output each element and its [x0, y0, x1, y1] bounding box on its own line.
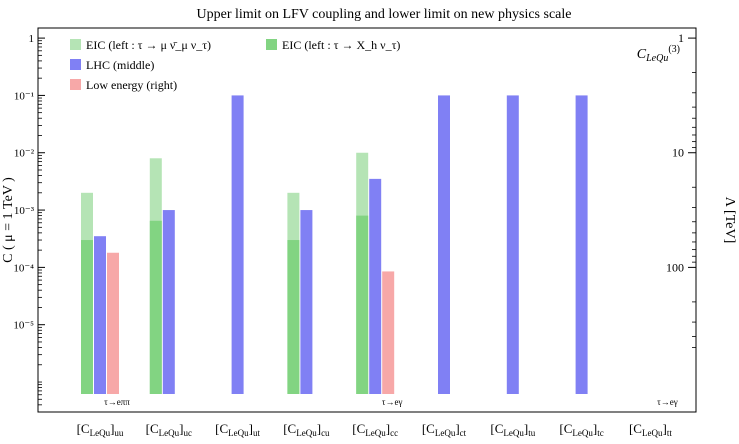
- lhc-bar: [162, 210, 175, 394]
- lhc-bar: [300, 210, 313, 394]
- left-y-axis: 1 10⁻¹ 10⁻² 10⁻³ 10⁻⁴ 10⁻⁵: [13, 33, 45, 413]
- category-label: [CLeQu]tc: [559, 421, 603, 438]
- corner-label: CLeQu(3): [637, 44, 680, 64]
- category-label: [CLeQu]ct: [422, 421, 467, 438]
- category-label: [CLeQu]cu: [283, 421, 330, 438]
- left-tick-label: 10⁻¹: [14, 90, 34, 102]
- process-annotation: τ→eππ: [104, 397, 130, 407]
- lhc-bar: [231, 95, 244, 394]
- legend-swatch: [70, 59, 81, 70]
- left-tick-label: 10⁻³: [14, 205, 35, 217]
- eic-hadronic-bar: [356, 215, 369, 394]
- lhc-bar: [369, 178, 382, 394]
- chart-title: Upper limit on LFV coupling and lower li…: [197, 7, 572, 22]
- category-label: [CLeQu]cc: [352, 421, 398, 438]
- operator-label: CLeQu(3): [637, 44, 680, 64]
- category-label: [CLeQu]uu: [77, 421, 124, 438]
- legend-swatch: [70, 39, 81, 50]
- legend-label: LHC (middle): [86, 58, 154, 72]
- legend-swatch: [266, 39, 277, 50]
- y-axis-label-right: Λ [TeV]: [722, 197, 737, 244]
- low-energy-bar: [107, 252, 119, 394]
- right-tick-label: 10: [672, 146, 684, 160]
- lhc-bar: [438, 95, 450, 394]
- plot-frame: [37, 27, 697, 413]
- process-annotation: τ→eγ: [657, 397, 678, 407]
- category-label: [CLeQu]tu: [490, 421, 535, 438]
- legend-swatch: [70, 79, 81, 90]
- bar-marks: [81, 95, 588, 394]
- category-label: [CLeQu]ut: [215, 421, 260, 438]
- right-tick-label: 100: [666, 260, 684, 274]
- right-tick-label: 1: [678, 31, 684, 45]
- eic-hadronic-bar: [149, 220, 162, 394]
- legend-label: Low energy (right): [86, 78, 177, 92]
- right-y-axis: 1 10 100: [666, 31, 696, 348]
- eic-hadronic-bar: [287, 240, 300, 394]
- low-energy-bar: [382, 271, 395, 394]
- legend: EIC (left : τ → μ ν̄_μ ν_τ) EIC (left : τ…: [70, 38, 400, 92]
- lhc-bar: [94, 236, 106, 394]
- legend-label: EIC (left : τ → X_h ν_τ): [282, 38, 400, 52]
- process-annotation: τ→eγ: [382, 397, 403, 407]
- left-tick-label: 10⁻²: [14, 148, 35, 160]
- legend-label: EIC (left : τ → μ ν̄_μ ν_τ): [86, 38, 211, 52]
- category-label: [CLeQu]tt: [629, 421, 672, 438]
- left-tick-label: 10⁻⁵: [13, 320, 34, 332]
- lhc-bar: [506, 95, 519, 394]
- category-label: [CLeQu]uc: [146, 421, 192, 438]
- eic-hadronic-bar: [81, 240, 93, 394]
- annotations: τ→eππ τ→eγ τ→eγ: [104, 397, 678, 407]
- x-tick-labels: [CLeQu]uu [CLeQu]uc [CLeQu]ut [CLeQu]cu [CLe…: [77, 421, 673, 438]
- lhc-bar: [575, 95, 588, 394]
- left-tick-label: 1: [29, 33, 35, 45]
- left-tick-label: 10⁻⁴: [13, 262, 34, 274]
- y-axis-label-left: C ( μ = 1 TeV ): [1, 177, 16, 263]
